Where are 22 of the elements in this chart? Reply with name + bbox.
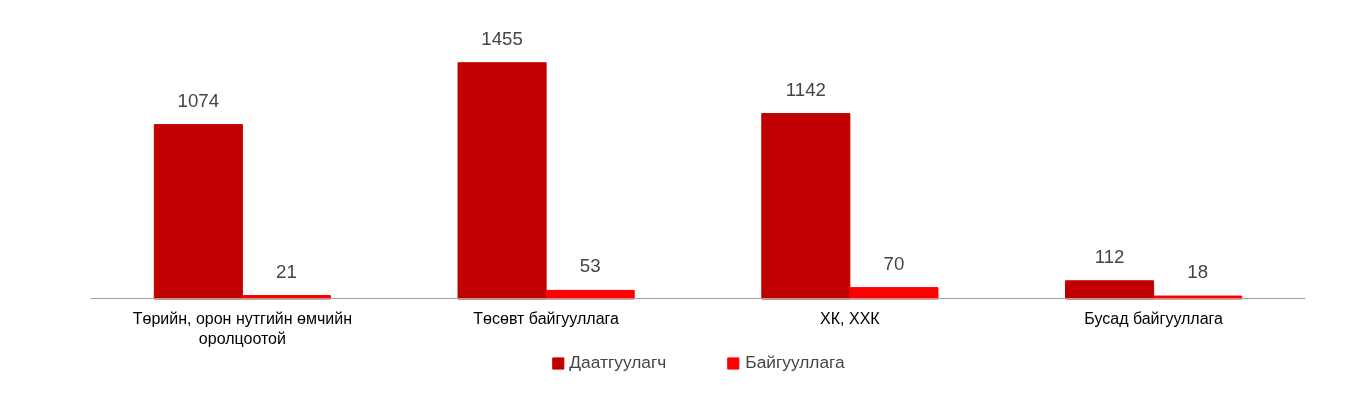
x-tick-label: Төсөвт байгууллага <box>473 309 620 327</box>
data-label: 21 <box>276 260 297 282</box>
bar <box>153 124 243 300</box>
bar <box>457 62 547 300</box>
data-label: 1142 <box>785 78 826 100</box>
bar <box>1153 295 1243 300</box>
data-label: 18 <box>1187 261 1209 283</box>
x-tick-label: Бусад байгууллага <box>1084 309 1224 327</box>
bar <box>849 287 939 300</box>
data-label: 70 <box>883 252 905 274</box>
data-label: 1074 <box>177 89 220 111</box>
data-label: 53 <box>579 255 601 277</box>
data-label: 112 <box>1094 245 1125 267</box>
x-tick-label: Төрийн, орон нутгийн өмчийн оролцоотой <box>132 309 352 348</box>
x-tick-label: ХК, ХХК <box>820 309 881 327</box>
bar <box>241 295 331 300</box>
legend-label: Байгууллага <box>745 352 845 373</box>
legend-label: Даатгуулагч <box>569 352 667 373</box>
data-label: 1455 <box>481 27 523 49</box>
bar <box>761 113 851 300</box>
bar <box>1065 280 1155 300</box>
bar <box>545 289 635 300</box>
